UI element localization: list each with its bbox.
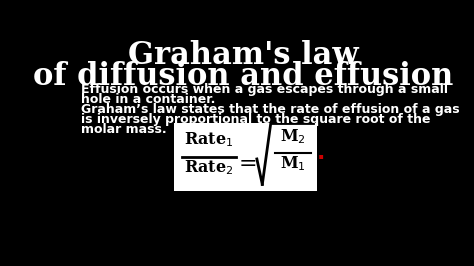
Text: Graham's law: Graham's law (128, 40, 358, 71)
Text: .: . (317, 143, 325, 163)
Text: is inversely proportional to the square root of the: is inversely proportional to the square … (81, 113, 430, 126)
Text: Graham’s law states that the rate of effusion of a gas: Graham’s law states that the rate of eff… (81, 103, 460, 116)
Text: molar mass.: molar mass. (81, 123, 166, 136)
Bar (174, 123, 317, 190)
Text: Rate$_1$: Rate$_1$ (184, 131, 234, 149)
Text: M$_2$: M$_2$ (281, 127, 306, 146)
Text: of diffusion and effusion: of diffusion and effusion (33, 61, 453, 92)
Text: hole in a container.: hole in a container. (81, 93, 215, 106)
Text: M$_1$: M$_1$ (281, 154, 306, 173)
Text: Effusion occurs when a gas escapes through a small: Effusion occurs when a gas escapes throu… (81, 83, 448, 96)
Text: Rate$_2$: Rate$_2$ (184, 158, 234, 177)
Text: =: = (238, 153, 257, 174)
